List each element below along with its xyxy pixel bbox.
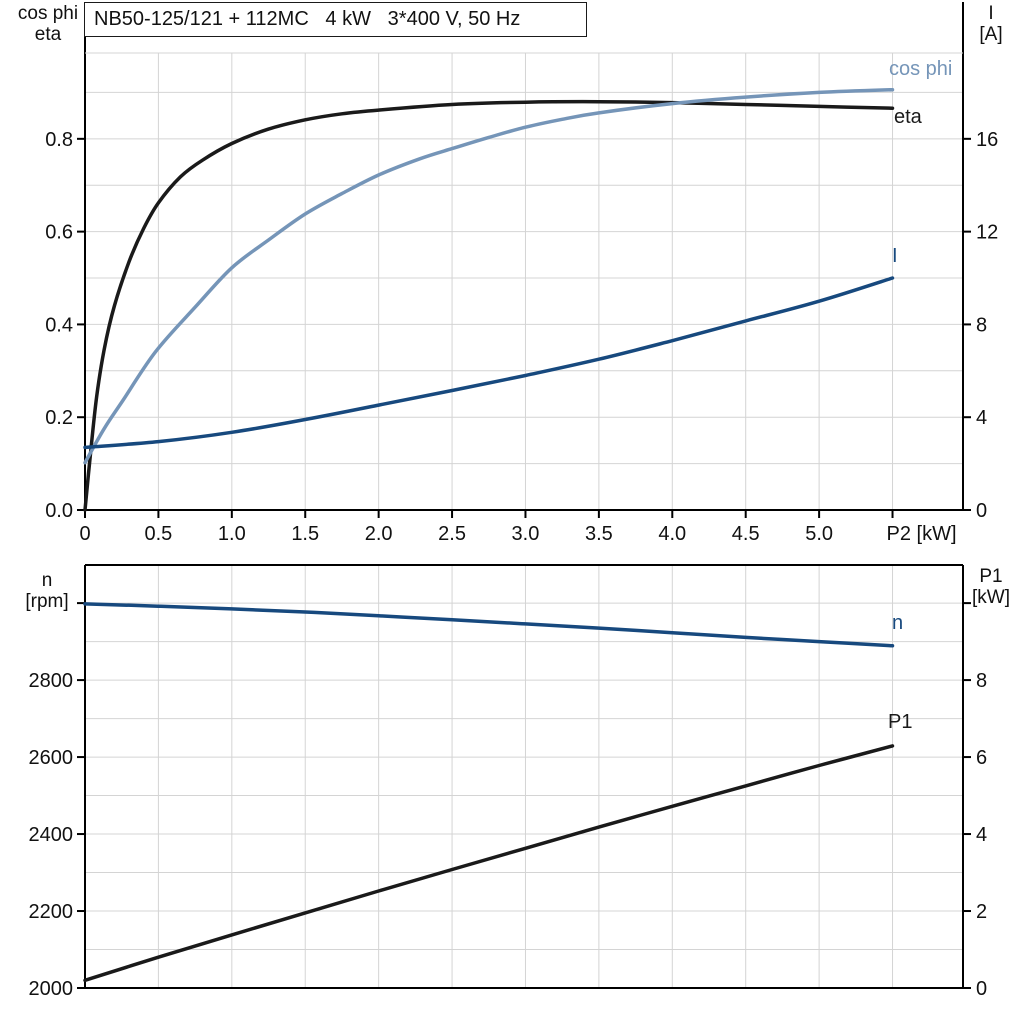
y-right-tick-label: 8 <box>976 314 987 336</box>
axis-title-eta: eta <box>34 24 62 45</box>
y-right-tick-label: 4 <box>976 824 987 846</box>
y-left-tick-label: 2400 <box>29 824 74 846</box>
x-tick-label: 2.0 <box>365 523 393 545</box>
x-tick-label: 0 <box>79 523 90 545</box>
I-curve <box>83 276 895 450</box>
axis-title-cos-phi: cos phi <box>17 3 79 24</box>
x-tick-label: 2.5 <box>438 523 466 545</box>
curve-label-current: I <box>892 245 898 267</box>
axis-title-current: I <box>988 3 994 24</box>
y-right-tick-label: 2 <box>976 901 987 923</box>
x-tick-label: 3.0 <box>512 523 540 545</box>
axis-title-p1: P1 <box>979 566 1003 587</box>
y-left-tick-label: 0.8 <box>45 129 73 151</box>
y-left-tick-label: 2800 <box>29 670 74 692</box>
y-left-tick-label: 2200 <box>29 901 74 923</box>
y-right-tick-label: 4 <box>976 407 987 429</box>
x-tick-label: 4.5 <box>732 523 760 545</box>
curve-label-p1: P1 <box>888 711 913 733</box>
axis-title-speed: n <box>41 570 53 591</box>
top-left-axis-title: cos phi eta <box>8 3 88 45</box>
y-left-tick-label: 0.2 <box>45 407 73 429</box>
x-tick-label: 5.0 <box>805 523 833 545</box>
curve-label-cos-phi: cos phi <box>889 58 953 80</box>
curve-label-eta: eta <box>894 106 922 128</box>
y-right-tick-label: 12 <box>976 222 998 244</box>
y-right-tick-label: 8 <box>976 670 987 692</box>
x-tick-label: 3.5 <box>585 523 613 545</box>
eta-curve <box>83 99 895 512</box>
axis-title-p1-unit: [kW] <box>972 587 1010 608</box>
x-tick-label: 1.5 <box>291 523 319 545</box>
x-tick-label: 0.5 <box>145 523 173 545</box>
cos-phi-curve <box>83 87 895 465</box>
y-right-tick-label: 6 <box>976 747 987 769</box>
title-box: NB50-125/121 + 112MC 4 kW 3*400 V, 50 Hz <box>84 2 587 37</box>
y-left-tick-label: 0.4 <box>45 314 73 336</box>
y-right-tick-label: 0 <box>976 978 987 1000</box>
bottom-right-axis-title: P1 [kW] <box>960 566 1022 608</box>
top-right-axis-title: I [A] <box>962 3 1020 45</box>
y-left-tick-label: 0.6 <box>45 222 73 244</box>
y-left-tick-label: 2000 <box>29 978 74 1000</box>
curve-label-speed: n <box>892 612 904 634</box>
n-curve <box>83 602 895 648</box>
x-tick-label: 4.0 <box>658 523 686 545</box>
bottom-left-axis-title: n [rpm] <box>10 570 84 612</box>
axis-title-current-unit: [A] <box>979 24 1003 45</box>
x-tick-label: 1.0 <box>218 523 246 545</box>
axis-title-speed-unit: [rpm] <box>25 591 69 612</box>
y-right-tick-label: 16 <box>976 129 998 151</box>
y-left-tick-label: 2600 <box>29 747 74 769</box>
y-right-tick-label: 0 <box>976 500 987 522</box>
P1-curve <box>83 744 895 983</box>
y-left-tick-label: 0.0 <box>45 500 73 522</box>
x-axis-label: P2 [kW] <box>887 523 957 545</box>
